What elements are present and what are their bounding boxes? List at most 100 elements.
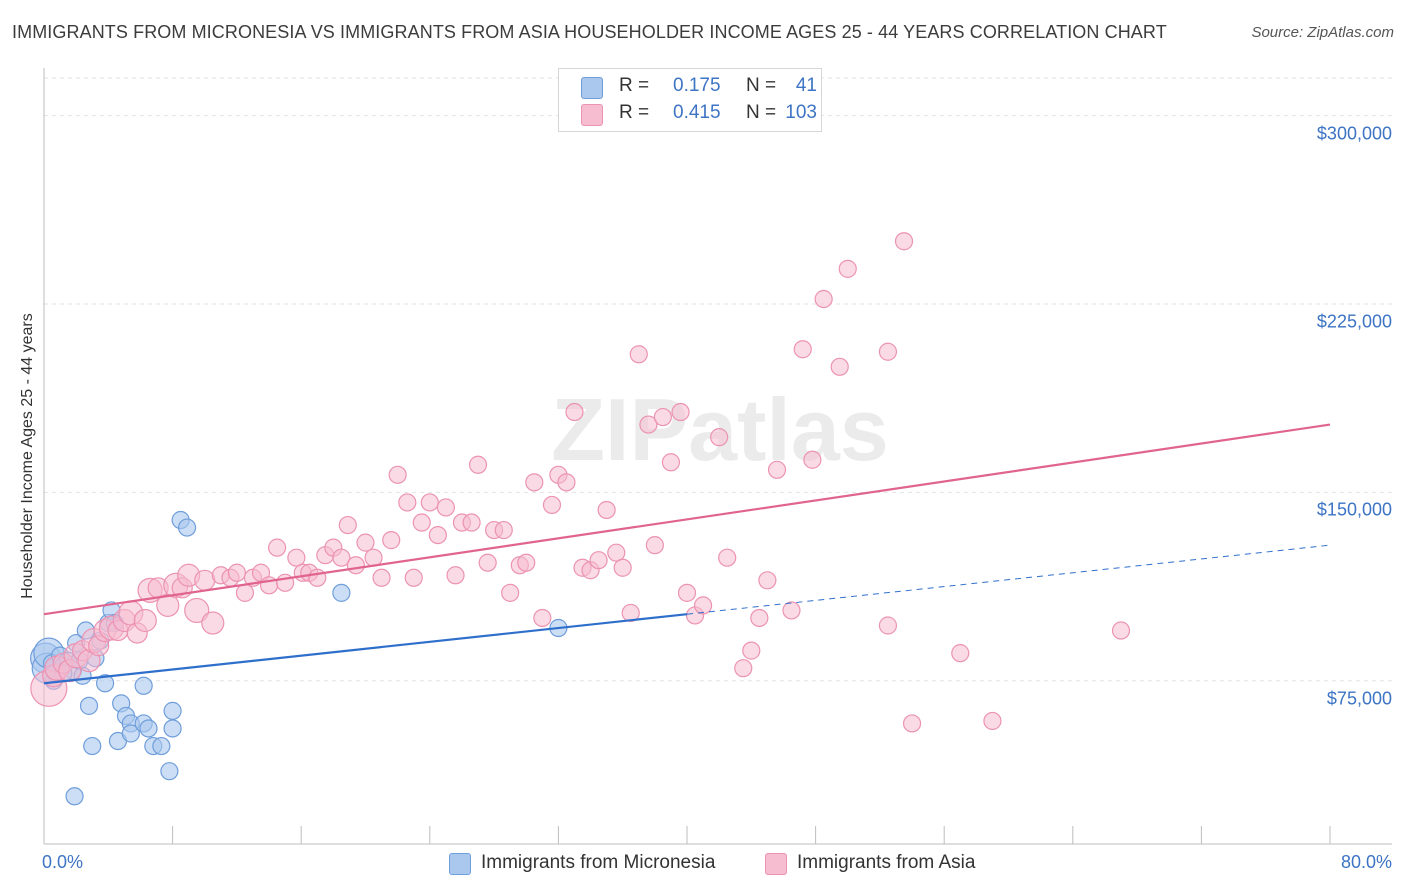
data-point-asia	[287, 548, 306, 567]
series-asia-points	[30, 232, 1131, 733]
trend-lines	[43, 423, 1331, 685]
data-point-asia	[525, 473, 544, 492]
data-point-asia	[830, 357, 849, 376]
source-label: Source: ZipAtlas.com	[1251, 24, 1394, 41]
y-tick-label: $75,000	[1326, 688, 1392, 709]
data-point-asia	[677, 583, 697, 602]
data-point-asia	[267, 538, 287, 557]
legend-swatch-pink	[581, 104, 603, 126]
data-point-asia	[557, 473, 576, 492]
data-point-asia	[372, 568, 391, 587]
legend-swatch-pink	[765, 853, 787, 875]
data-point-asia	[894, 232, 914, 251]
data-point-asia	[382, 531, 401, 550]
data-point-asia	[235, 583, 255, 602]
y-axis-label: Householder Income Ages 25 - 44 years	[19, 313, 36, 599]
legend-swatch-blue	[449, 853, 471, 875]
data-point-asia	[446, 566, 465, 585]
data-point-asia	[478, 553, 497, 572]
data-point-asia	[814, 289, 833, 309]
data-point-asia	[398, 493, 417, 512]
data-point-asia	[629, 345, 648, 364]
data-point-asia	[710, 428, 729, 447]
trend-line-micronesia	[43, 613, 688, 685]
data-point-micronesia	[177, 518, 197, 537]
data-point-micronesia	[163, 719, 182, 738]
data-point-asia	[346, 556, 365, 575]
data-point-micronesia	[152, 736, 171, 756]
data-point-asia	[878, 616, 898, 635]
legend-r-label: R =	[619, 75, 650, 96]
data-point-asia	[308, 568, 327, 587]
data-point-asia	[613, 558, 632, 577]
data-point-asia	[758, 571, 777, 590]
y-tick-label: $225,000	[1316, 311, 1392, 332]
data-point-micronesia	[79, 696, 99, 715]
legend-n-label: N =	[746, 75, 777, 96]
data-point-asia	[983, 711, 1002, 731]
data-point-micronesia	[139, 719, 158, 738]
data-point-asia	[1111, 621, 1131, 640]
data-point-asia	[671, 402, 690, 422]
data-point-asia	[607, 543, 626, 562]
y-tick-label: $300,000	[1316, 123, 1392, 144]
legend-n-value: 103	[785, 102, 817, 123]
data-point-asia	[436, 498, 455, 517]
data-point-asia	[653, 407, 672, 427]
legend-r-value: 0.175	[673, 75, 721, 96]
trend-line-asia	[43, 423, 1331, 616]
data-point-asia	[517, 553, 536, 572]
data-point-micronesia	[134, 676, 153, 695]
data-point-asia	[645, 536, 664, 555]
data-point-asia	[718, 548, 737, 567]
data-point-asia	[793, 340, 812, 359]
data-point-asia	[838, 259, 857, 278]
data-point-asia	[767, 460, 787, 479]
legend-n-value: 41	[795, 75, 817, 96]
data-point-asia	[468, 455, 488, 474]
legend-r-value: 0.415	[673, 102, 721, 123]
data-point-micronesia	[121, 724, 140, 743]
legend-label: Immigrants from Micronesia	[481, 852, 716, 873]
x-tick-label-min: 0.0%	[42, 852, 84, 872]
series-legend: Immigrants from Micronesia Immigrants fr…	[0, 852, 1406, 878]
data-point-asia	[494, 520, 513, 540]
data-point-asia	[639, 415, 658, 434]
data-point-micronesia	[65, 787, 84, 806]
data-point-asia	[412, 513, 431, 532]
data-point-asia	[227, 563, 246, 582]
legend-label: Immigrants from Asia	[797, 852, 976, 873]
data-point-micronesia	[332, 583, 351, 602]
legend-swatch-blue	[581, 77, 603, 99]
data-point-asia	[661, 453, 681, 472]
trend-line-micronesia-extension	[686, 544, 1331, 615]
data-point-asia	[734, 659, 753, 678]
data-point-asia	[750, 608, 769, 628]
data-point-asia	[878, 342, 898, 361]
x-tick-label-max: 80.0%	[1340, 852, 1392, 872]
legend-n-label: N =	[746, 102, 777, 123]
chart-title: IMMIGRANTS FROM MICRONESIA VS IMMIGRANTS…	[12, 22, 1167, 42]
data-point-asia	[693, 596, 713, 615]
data-point-asia	[420, 493, 439, 512]
data-point-asia	[388, 465, 407, 484]
data-point-asia	[782, 601, 801, 620]
data-point-asia	[533, 608, 552, 628]
legend-r-label: R =	[619, 102, 650, 123]
data-point-asia	[356, 533, 375, 552]
data-point-asia	[201, 611, 225, 635]
data-point-asia	[597, 500, 616, 520]
data-point-asia	[621, 603, 640, 623]
y-tick-label: $150,000	[1316, 499, 1392, 520]
data-point-asia	[338, 515, 357, 535]
data-point-asia	[742, 641, 761, 660]
data-point-asia	[462, 513, 481, 532]
data-point-asia	[565, 402, 584, 422]
data-point-asia	[803, 450, 822, 469]
correlation-legend: R = 0.175 N = 41 R = 0.415 N = 103	[558, 68, 822, 132]
axes	[43, 68, 1392, 845]
data-point-asia	[589, 551, 608, 570]
data-point-asia	[133, 608, 157, 633]
data-point-micronesia	[95, 674, 115, 693]
